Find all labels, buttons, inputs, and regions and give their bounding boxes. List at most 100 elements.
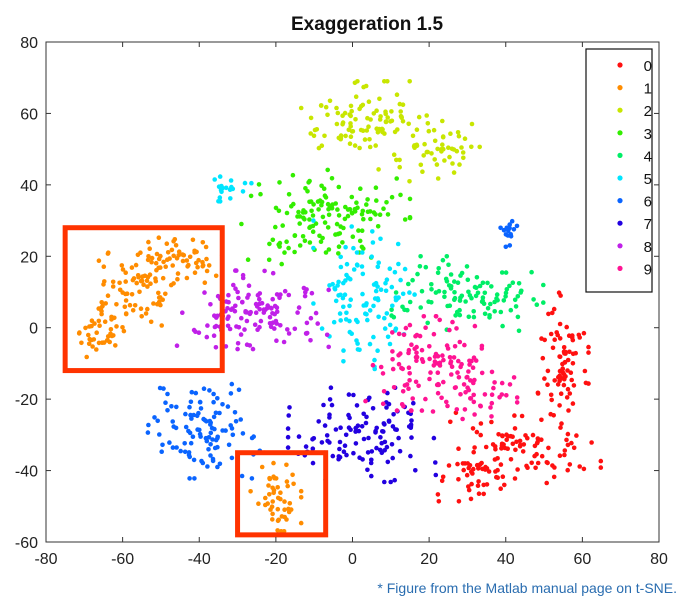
data-point [410,277,415,283]
data-point [360,250,365,255]
data-point [240,189,246,194]
data-point [447,327,452,333]
data-point [208,430,214,436]
data-point [158,253,163,259]
data-point [225,404,231,409]
data-point [233,419,239,424]
legend-marker [617,198,623,204]
data-point [101,340,107,345]
data-point [500,474,506,480]
data-point [215,396,220,401]
data-point [427,344,432,349]
data-point [420,169,425,174]
data-point [550,345,556,351]
data-point [197,399,203,405]
data-point [305,189,310,194]
data-point [570,351,576,357]
data-point [440,118,445,124]
data-point [406,424,412,429]
data-point [552,378,557,383]
y-tick-label: 60 [20,106,38,123]
data-point [485,306,491,311]
data-point [213,345,219,350]
data-point [335,283,340,288]
data-point [187,404,192,410]
data-point [447,154,452,160]
data-point [504,287,510,292]
data-point [494,296,499,301]
data-point [374,108,379,113]
data-point [503,294,508,299]
data-point [548,411,553,417]
data-point [503,244,509,250]
data-point [561,349,567,355]
data-point [286,245,291,251]
data-point [351,245,356,251]
data-point [271,460,276,466]
data-point [445,303,450,309]
data-point [390,424,396,429]
x-tick-label: 80 [650,551,668,568]
data-point [514,400,520,405]
data-point [375,224,381,229]
data-point [471,399,477,405]
data-point [535,460,541,466]
data-point [442,294,447,300]
data-point [373,143,379,148]
data-point [119,263,125,268]
data-point [99,300,104,305]
data-point [183,411,188,417]
data-point [498,462,504,467]
data-point [381,389,387,394]
data-point [451,147,457,152]
data-point [170,419,175,424]
data-point [389,284,395,290]
data-point [333,201,339,206]
data-point [352,209,358,214]
data-point [202,290,207,295]
data-point [455,461,460,467]
data-point [515,314,521,320]
data-point [361,411,367,417]
data-point [200,264,205,269]
data-point [193,390,199,396]
data-point [412,143,417,148]
data-point [394,408,400,413]
data-point [387,322,393,328]
data-point [390,303,395,309]
data-point [570,361,576,366]
data-point [268,507,273,512]
data-point [120,325,125,330]
data-point [471,466,476,472]
data-point [456,446,461,452]
data-point [229,455,235,461]
data-point [244,318,250,324]
data-point [554,330,559,335]
data-point [145,430,151,435]
data-point [341,304,346,310]
data-point [133,262,139,268]
data-point [211,391,216,397]
data-point [279,261,285,267]
data-point [492,380,497,385]
data-point [382,326,388,331]
data-point [460,416,465,422]
data-point [441,357,446,363]
data-point [397,448,403,454]
data-point [301,208,306,213]
data-point [192,270,198,276]
data-point [576,332,582,338]
y-tick-label: -20 [15,392,38,409]
highlight-boxes [62,225,329,538]
data-point [374,445,379,451]
data-point [463,390,468,395]
data-point [79,340,84,346]
data-point [307,178,312,184]
data-point [147,272,153,278]
data-point [320,235,325,241]
data-point [512,297,518,303]
data-point [499,380,505,386]
data-point [120,290,125,295]
data-point [499,270,505,275]
